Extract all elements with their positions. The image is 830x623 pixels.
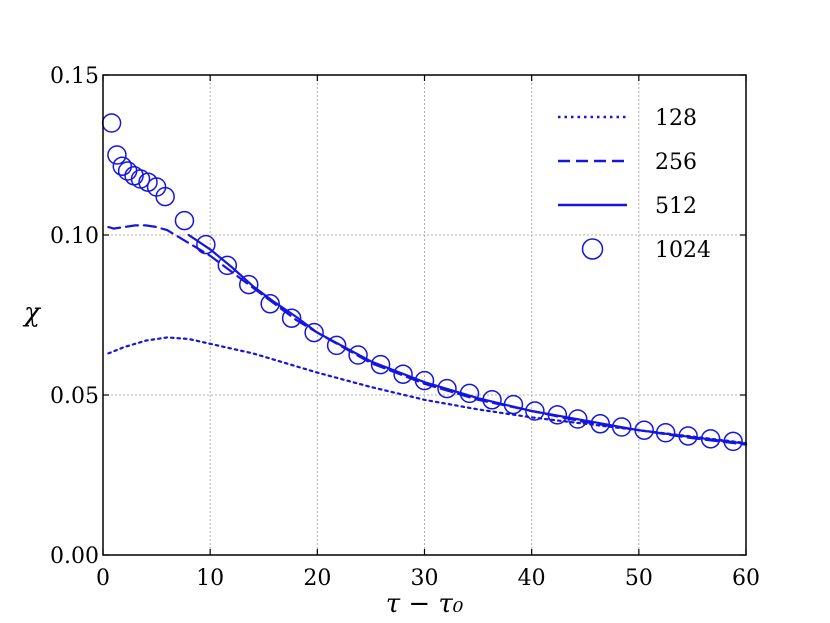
data-point [174, 210, 195, 231]
y-tick-label: 0.05 [50, 384, 99, 409]
legend-item-1024: 1024 [581, 238, 711, 263]
y-axis-label: χ [22, 298, 42, 328]
data-point [107, 145, 127, 165]
legend-label: 256 [655, 150, 697, 175]
data-point [723, 431, 743, 452]
x-tick-label: 30 [411, 566, 439, 591]
data-point [590, 414, 611, 434]
legend-label: 512 [655, 194, 697, 219]
x-tick-label: 20 [303, 566, 331, 591]
data-point [370, 354, 391, 375]
data-point [437, 378, 457, 399]
series-1024 [101, 113, 743, 452]
plot-area [101, 113, 748, 452]
data-point [326, 335, 347, 356]
legend: 128 256 512 1024 [558, 106, 711, 263]
legend-marker [581, 238, 604, 260]
legend-label: 128 [655, 106, 697, 131]
data-point [700, 429, 721, 449]
legend-item-128: 128 [558, 106, 697, 131]
data-point [567, 409, 588, 429]
axis-ticks: 0 10 20 30 40 50 60 0.00 0.05 0.10 0.15 [50, 64, 760, 591]
x-tick-label: 60 [732, 566, 760, 591]
data-point [414, 370, 435, 391]
grid-lines [102, 74, 747, 556]
data-point [260, 294, 280, 314]
y-tick-label: 0.15 [50, 64, 99, 89]
data-point [281, 308, 302, 328]
legend-item-256: 256 [558, 150, 697, 175]
legend-item-512: 512 [558, 194, 697, 219]
data-point [611, 417, 632, 437]
data-point [196, 234, 216, 255]
x-tick-label: 0 [96, 566, 110, 591]
data-point [393, 364, 413, 384]
data-point [155, 186, 175, 207]
data-point [482, 390, 502, 410]
x-tick-label: 10 [196, 566, 224, 591]
data-point [304, 322, 324, 343]
data-point [112, 156, 133, 176]
data-point [101, 113, 122, 133]
y-tick-label: 0.10 [50, 224, 99, 249]
data-point [547, 405, 568, 425]
legend-label: 1024 [655, 238, 711, 263]
y-tick-label: 0.00 [50, 544, 99, 569]
data-point [217, 255, 238, 276]
data-point [678, 426, 698, 446]
data-point [525, 401, 545, 421]
series-256-line [107, 224, 748, 446]
x-tick-label: 40 [518, 566, 546, 591]
data-point [503, 394, 524, 415]
data-point [348, 345, 368, 365]
data-point [634, 420, 654, 440]
data-point [117, 161, 138, 181]
series-128-line [107, 336, 748, 445]
x-axis-label: τ − τ₀ [386, 589, 464, 619]
series-512-line [187, 233, 748, 445]
data-point [655, 423, 676, 443]
data-point [459, 383, 480, 404]
x-tick-label: 50 [625, 566, 653, 591]
data-point [238, 274, 259, 295]
